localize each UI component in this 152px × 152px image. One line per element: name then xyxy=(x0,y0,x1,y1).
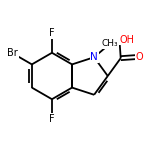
Text: O: O xyxy=(135,52,143,62)
Text: Br: Br xyxy=(7,48,18,58)
Text: OH: OH xyxy=(119,35,134,45)
Text: CH₃: CH₃ xyxy=(102,39,118,48)
Text: F: F xyxy=(49,114,55,124)
Text: F: F xyxy=(49,28,55,38)
Text: N: N xyxy=(90,52,98,62)
